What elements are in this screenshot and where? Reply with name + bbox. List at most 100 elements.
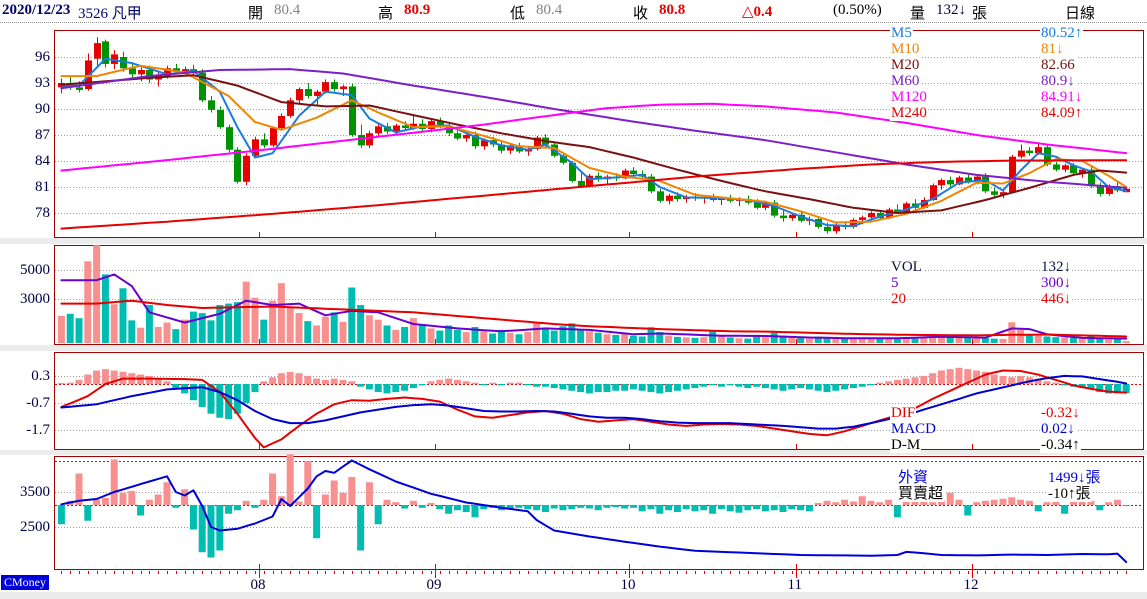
- net-buy-sell-bar: [471, 505, 479, 518]
- net-buy-sell-bar: [656, 505, 664, 514]
- change-percent: (0.50%): [833, 2, 882, 18]
- macd-histogram-bar: [524, 384, 532, 386]
- macd-histogram-bar: [445, 378, 453, 384]
- net-buy-sell-bar: [506, 505, 514, 509]
- volume-bar: [1008, 322, 1016, 343]
- net-buy-sell-bar: [154, 494, 162, 505]
- net-buy-sell-bar: [955, 499, 963, 505]
- candle-body: [762, 202, 769, 208]
- net-buy-sell-bar: [101, 498, 109, 505]
- volume-bar: [770, 332, 778, 343]
- macd-histogram-bar: [497, 384, 505, 386]
- net-buy-sell-bar: [629, 505, 637, 508]
- volume-bar: [911, 338, 919, 343]
- macd-histogram-bar: [849, 384, 857, 389]
- volume-bar: [66, 313, 74, 343]
- macd-histogram-bar: [172, 384, 180, 389]
- volume-bar: [374, 319, 382, 343]
- volume-bar: [119, 288, 127, 343]
- volume-unit: 張: [972, 6, 988, 22]
- net-buy-sell-bar: [621, 505, 629, 509]
- volume-bar: [700, 337, 708, 343]
- volume-bar: [524, 332, 532, 343]
- volume-bar: [339, 321, 347, 343]
- volume-bar: [365, 315, 373, 343]
- ma-m240-line: [60, 159, 1128, 230]
- macd-histogram-bar: [964, 369, 972, 384]
- candle-body: [666, 195, 673, 201]
- volume-bar: [788, 337, 796, 343]
- net-buy-sell-bar: [920, 499, 928, 505]
- candle-body: [780, 215, 787, 219]
- macd-histogram-bar: [797, 384, 805, 389]
- low-value: 80.4: [536, 2, 563, 18]
- macd-histogram-bar: [990, 374, 998, 384]
- macd-histogram-bar: [339, 379, 347, 384]
- candle-body: [657, 191, 664, 201]
- header-separator: [0, 22, 1147, 23]
- macd-histogram-bar: [858, 384, 866, 387]
- volume-bar: [577, 329, 585, 343]
- net-buy-sell-bar: [1087, 500, 1095, 505]
- net-buy-sell-bar: [893, 505, 901, 518]
- macd-histogram-bar: [321, 379, 329, 384]
- net-buy-sell-bar: [964, 505, 972, 516]
- volume-bar: [1078, 338, 1086, 343]
- macd-histogram-bar: [392, 384, 400, 393]
- volume-bar: [304, 321, 312, 343]
- ma-m20-line: [60, 74, 1128, 214]
- macd-histogram-bar: [1105, 384, 1113, 394]
- macd-histogram-bar: [1052, 382, 1060, 384]
- candle-body: [1070, 165, 1077, 174]
- net-buy-sell-bar: [779, 505, 787, 512]
- net-buy-sell-bar: [902, 500, 910, 505]
- macd-histogram-bar: [198, 384, 206, 407]
- volume-ma-20-line: [60, 299, 1128, 338]
- volume-bar: [621, 333, 629, 343]
- volume-bar: [849, 338, 857, 343]
- net-buy-sell-bar: [216, 505, 224, 551]
- macd-histogram-bar: [383, 384, 391, 394]
- macd-histogram-bar: [621, 384, 629, 391]
- macd-histogram-bar: [1034, 378, 1042, 384]
- net-buy-sell-bar: [348, 477, 356, 505]
- candle-body: [217, 109, 224, 128]
- panel-gap: [0, 592, 1147, 599]
- candle-body: [648, 176, 655, 192]
- high-label: 高: [378, 6, 394, 22]
- candle-body: [252, 139, 259, 156]
- macd-histogram-bar: [110, 370, 118, 384]
- net-buy-sell-bar: [744, 505, 752, 511]
- volume-bar: [163, 322, 171, 343]
- volume-bar: [84, 261, 92, 343]
- candle-body: [965, 177, 972, 182]
- net-buy-sell-bar: [823, 500, 831, 505]
- volume-bar: [709, 330, 717, 343]
- volume-bar: [418, 324, 426, 343]
- net-buy-sell-bar: [524, 505, 532, 510]
- candle-body: [410, 123, 417, 129]
- panel-border: [54, 30, 1144, 238]
- net-buy-sell-bar: [119, 492, 127, 505]
- volume-bar: [269, 300, 277, 343]
- candle-body: [1088, 169, 1095, 187]
- panel-border: [54, 456, 1144, 570]
- macd-histogram-bar: [1043, 381, 1051, 384]
- candle-body: [771, 202, 778, 216]
- volume-bar: [902, 337, 910, 343]
- candle-body: [349, 86, 356, 135]
- volume-bar: [920, 336, 928, 343]
- macd-histogram-bar: [515, 382, 523, 384]
- candle-body: [261, 139, 268, 146]
- macd-histogram-bar: [374, 384, 382, 393]
- macd-histogram-bar: [568, 384, 576, 391]
- macd-histogram-bar: [1008, 377, 1016, 384]
- net-buy-sell-bar: [1069, 499, 1077, 505]
- volume-bar: [885, 338, 893, 343]
- volume-bar: [568, 323, 576, 343]
- macd-histogram-bar: [691, 384, 699, 389]
- candle-body: [1000, 192, 1007, 195]
- macd-histogram-bar: [260, 381, 268, 384]
